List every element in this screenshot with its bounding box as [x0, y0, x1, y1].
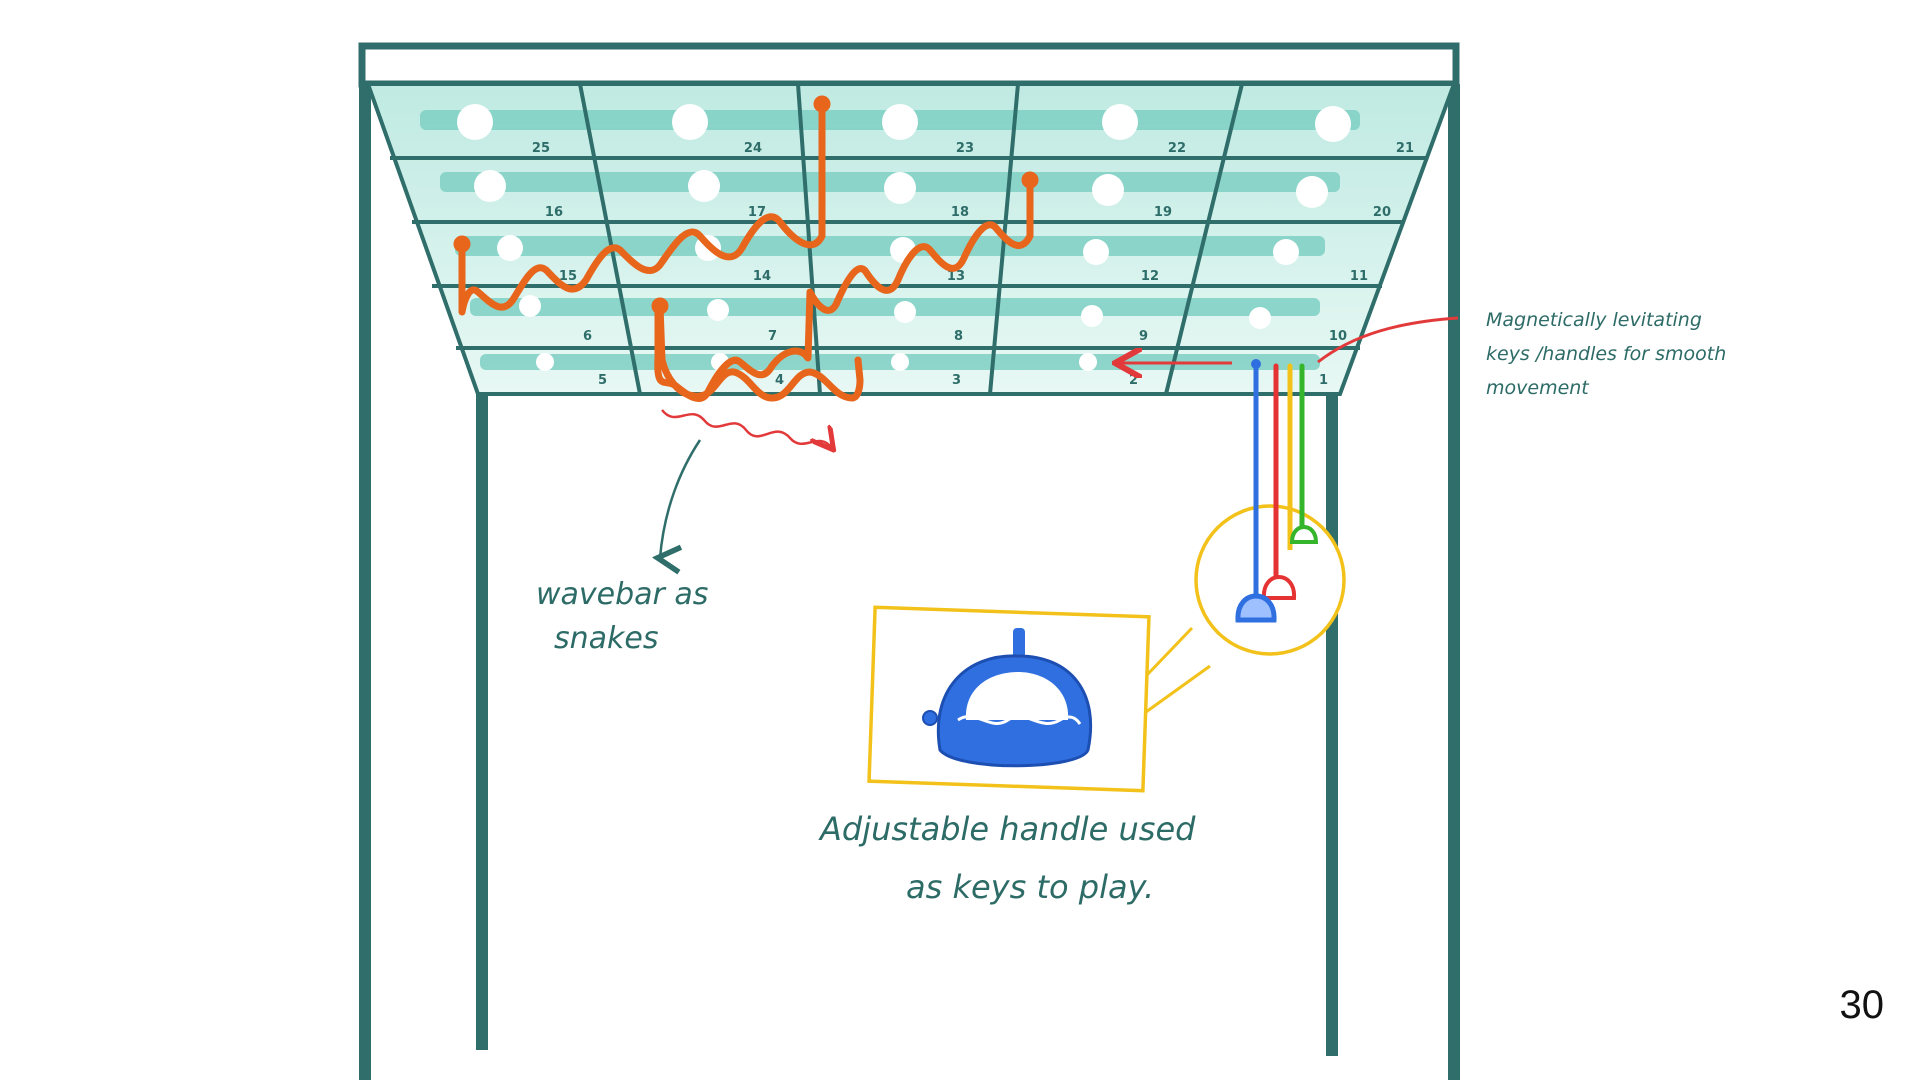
- wavebar-label-line-1: wavebar as: [536, 577, 708, 612]
- board-cell-number: 11: [1350, 269, 1368, 284]
- board-cell-number: 15: [559, 269, 577, 284]
- board-cell-number: 18: [951, 205, 969, 220]
- wavebar-snakes: [453, 95, 1039, 402]
- board-cell-number: 5: [598, 373, 607, 388]
- red-handle-icon: [1261, 575, 1297, 600]
- board-cell-number: 16: [545, 205, 563, 220]
- board-cell-number: 12: [1141, 269, 1159, 284]
- board-cell-number: 24: [744, 141, 762, 156]
- levitating-pointer-arrow: [1317, 316, 1459, 364]
- snake-path: [656, 302, 864, 402]
- levitating-label-line-3: movement: [1486, 377, 1590, 399]
- board-cell-number: 14: [753, 269, 771, 284]
- board-cell-number: 17: [748, 205, 766, 220]
- board-cell-number: 10: [1329, 329, 1347, 344]
- board-cell-number: 9: [1139, 329, 1148, 344]
- levitating-label-line-1: Magnetically levitating: [1486, 309, 1702, 331]
- board-cell-number: 22: [1168, 141, 1186, 156]
- board-cell-number: 20: [1373, 205, 1391, 220]
- motion-arrow: [661, 409, 832, 448]
- page-number: 30: [1839, 983, 1885, 1027]
- handle-label-line-1: Adjustable handle used: [818, 810, 1196, 848]
- board-cell-number: 6: [583, 329, 592, 344]
- green-handle-icon: [1289, 525, 1319, 544]
- board-cell-number: 23: [956, 141, 974, 156]
- board-cell-number: 7: [768, 329, 777, 344]
- board-cell-number: 1: [1319, 373, 1328, 388]
- board-cell-number: 25: [532, 141, 550, 156]
- wavebar-label-line-2: snakes: [554, 621, 659, 656]
- levitating-annotation: Magnetically levitating keys /handles fo…: [1486, 309, 1726, 399]
- handle-label-line-2: as keys to play.: [906, 868, 1154, 906]
- handle-photo-box: [867, 605, 1151, 793]
- board-cell-number: 8: [954, 329, 963, 344]
- blue-handle-icon: [1235, 593, 1277, 623]
- board-cell-number: 3: [952, 373, 961, 388]
- board-cell-number: 21: [1396, 141, 1414, 156]
- wavebar-pointer-arrow: [660, 439, 702, 558]
- handle-callout-circle: [1194, 500, 1346, 656]
- snake-path: [458, 100, 826, 316]
- board-cell-number: 13: [947, 269, 965, 284]
- levitating-label-line-2: keys /handles for smooth: [1486, 343, 1726, 365]
- handle-annotation: Adjustable handle used as keys to play.: [818, 810, 1196, 906]
- canopy-frame: [358, 42, 1460, 1080]
- board-cell-number: 19: [1154, 205, 1172, 220]
- board-cell-number: 4: [775, 373, 784, 388]
- board-cell-number: 2: [1129, 373, 1138, 388]
- wavebar-annotation: wavebar as snakes: [536, 577, 708, 656]
